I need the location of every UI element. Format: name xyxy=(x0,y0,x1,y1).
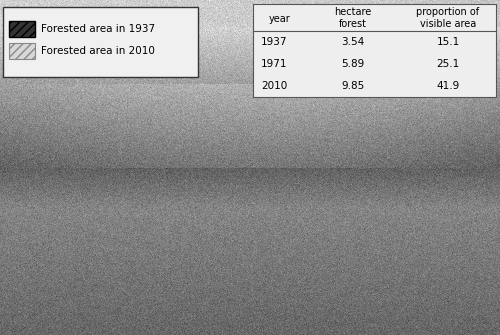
Bar xyxy=(9,43,35,59)
Text: 41.9: 41.9 xyxy=(436,81,460,91)
Text: Forested area in 2010: Forested area in 2010 xyxy=(41,46,155,56)
Text: 25.1: 25.1 xyxy=(436,59,460,69)
Text: year: year xyxy=(269,14,291,24)
Text: 1937: 1937 xyxy=(261,37,287,47)
Bar xyxy=(3,7,198,77)
Text: 1971: 1971 xyxy=(261,59,287,69)
Text: 9.85: 9.85 xyxy=(342,81,364,91)
Text: hectare
forest: hectare forest xyxy=(334,7,372,29)
Text: Forested area in 1937: Forested area in 1937 xyxy=(41,24,155,34)
Text: 3.54: 3.54 xyxy=(342,37,364,47)
Bar xyxy=(253,4,496,97)
Bar xyxy=(9,21,35,37)
Text: proportion of
visible area: proportion of visible area xyxy=(416,7,480,29)
Text: 15.1: 15.1 xyxy=(436,37,460,47)
Text: 5.89: 5.89 xyxy=(342,59,364,69)
Text: 2010: 2010 xyxy=(261,81,287,91)
